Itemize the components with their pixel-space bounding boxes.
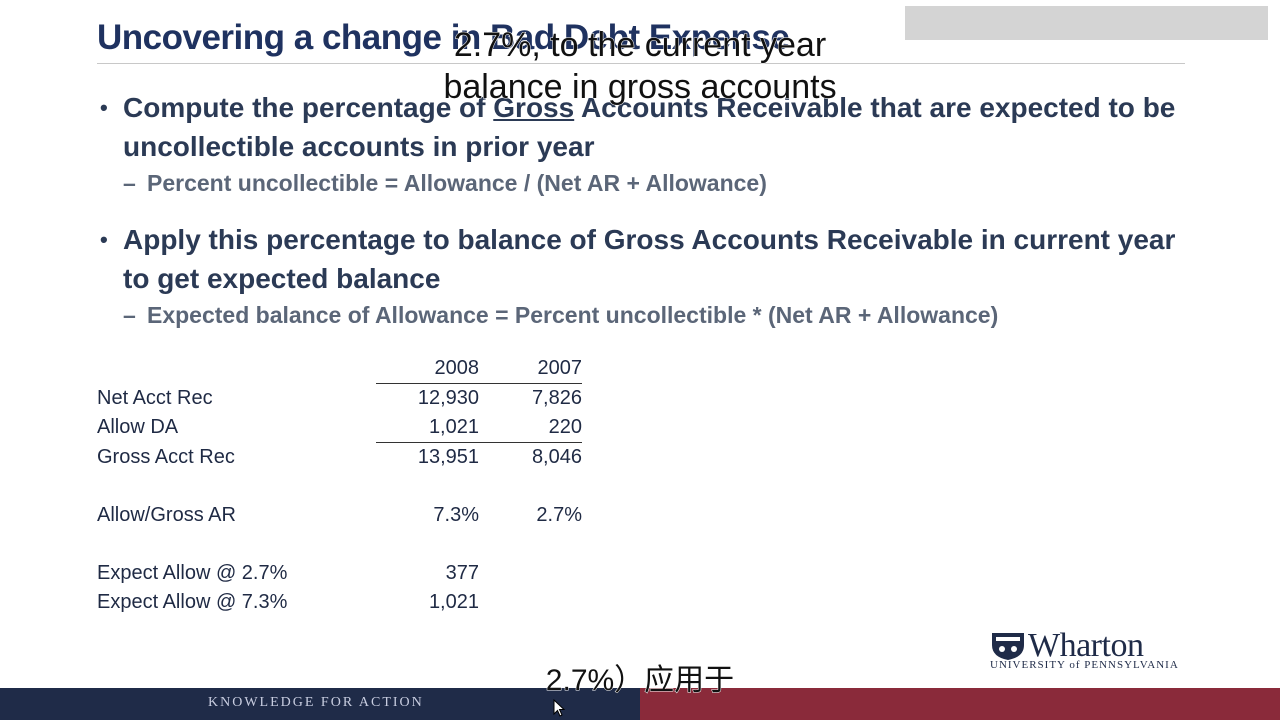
row-label: Expect Allow @ 2.7%: [97, 562, 288, 584]
table-row: Expect Allow @ 7.3% 1,021: [97, 588, 582, 617]
top-video-bar: [905, 6, 1268, 40]
bullet-1-underlined: Gross: [493, 92, 575, 123]
financial-table: 2008 2007 Net Acct Rec 12,930 7,826 Allo…: [97, 354, 582, 617]
cell-2007: [479, 588, 582, 617]
logo-wordmark: Wharton: [1028, 627, 1144, 664]
row-label: Gross Acct Rec: [97, 445, 235, 468]
cell-2007: 2.7%: [536, 504, 582, 526]
cell-2008: 1,021: [376, 413, 479, 443]
dash-icon: –: [123, 170, 136, 196]
subtitle-caption-top: 2.7%, to the current year balance in gro…: [0, 24, 1280, 108]
caption-line-1: 2.7%, to the current year: [453, 26, 827, 65]
row-label: Allow DA: [97, 416, 179, 439]
cell-2008: 7.3%: [433, 504, 479, 526]
cell-2007: 7,826: [531, 387, 582, 409]
bullet-2-text: Apply this percentage to balance of Gros…: [123, 224, 1176, 294]
bullet-1-post: Accounts Receivable that are expected to…: [123, 92, 1176, 162]
bullet-1-sub: – Percent uncollectible = Allowance / (N…: [100, 168, 1190, 198]
table-row: Net Acct Rec 12,930 7,826: [97, 384, 582, 414]
cell-2008: 377: [445, 562, 479, 584]
shield-icon: [992, 633, 1024, 660]
bullet-2-sub-text: Expected balance of Allowance = Percent …: [147, 302, 999, 328]
cell-2008: 1,021: [428, 591, 479, 613]
bullet-1: • Compute the percentage of Gross Accoun…: [100, 88, 1190, 166]
wharton-logo: Wharton UNIVERSITY of PENNSYLVANIA: [988, 628, 1193, 672]
dash-icon: –: [123, 302, 136, 328]
caption-line-2: balance in gross accounts: [443, 68, 837, 107]
bullet-2: • Apply this percentage to balance of Gr…: [100, 220, 1190, 298]
spacer-row: [97, 472, 582, 501]
cell-2008: 13,951: [417, 446, 479, 468]
footer-bar-right: [640, 688, 1280, 720]
cell-2008: 12,930: [417, 387, 479, 409]
header-2008: 2008: [376, 354, 479, 384]
cell-2007: 220: [479, 413, 582, 443]
title-divider: [97, 63, 1185, 64]
logo-subtitle: UNIVERSITY of PENNSYLVANIA: [990, 659, 1179, 671]
bullet-list: • Compute the percentage of Gross Accoun…: [100, 88, 1190, 352]
bullet-2-sub: – Expected balance of Allowance = Percen…: [100, 300, 1190, 330]
bullet-1-pre: Compute the percentage of: [123, 92, 494, 123]
header-label: [97, 354, 376, 384]
row-label: Allow/Gross AR: [97, 504, 236, 526]
row-label: Net Acct Rec: [97, 386, 213, 409]
table-row: Expect Allow @ 2.7% 377: [97, 559, 582, 588]
cell-2007: 8,046: [531, 446, 582, 468]
footer-tagline: KNOWLEDGE FOR ACTION: [208, 695, 424, 710]
footer-bar-left: [0, 688, 640, 720]
cell-2007: [479, 559, 582, 588]
slide-title: Uncovering a change in Bad Debt Expense: [97, 18, 790, 57]
table-row: Allow/Gross AR 7.3% 2.7%: [97, 501, 582, 530]
bullet-dot-icon: •: [100, 227, 108, 252]
table-row: Gross Acct Rec 13,951 8,046: [97, 443, 582, 473]
spacer-row: [97, 530, 582, 559]
bullet-1-sub-text: Percent uncollectible = Allowance / (Net…: [147, 170, 767, 196]
table-row: Allow DA 1,021 220: [97, 413, 582, 443]
header-2007: 2007: [479, 354, 582, 384]
mouse-cursor-icon: [553, 699, 565, 717]
subtitle-caption-bottom: 2.7%）应用于: [545, 664, 735, 698]
table-header-row: 2008 2007: [97, 354, 582, 384]
row-label: Expect Allow @ 7.3%: [97, 591, 288, 613]
bullet-dot-icon: •: [100, 95, 108, 120]
